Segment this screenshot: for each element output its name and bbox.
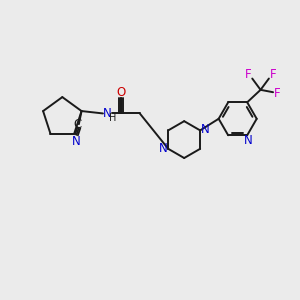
Text: N: N (244, 134, 253, 147)
Text: N: N (201, 123, 210, 136)
Text: C: C (73, 118, 81, 131)
Text: F: F (269, 68, 276, 81)
Text: O: O (117, 86, 126, 99)
Text: F: F (274, 87, 281, 100)
Text: F: F (245, 68, 252, 81)
Text: N: N (158, 142, 167, 155)
Text: H: H (109, 112, 116, 123)
Text: N: N (103, 106, 112, 120)
Text: N: N (71, 135, 80, 148)
